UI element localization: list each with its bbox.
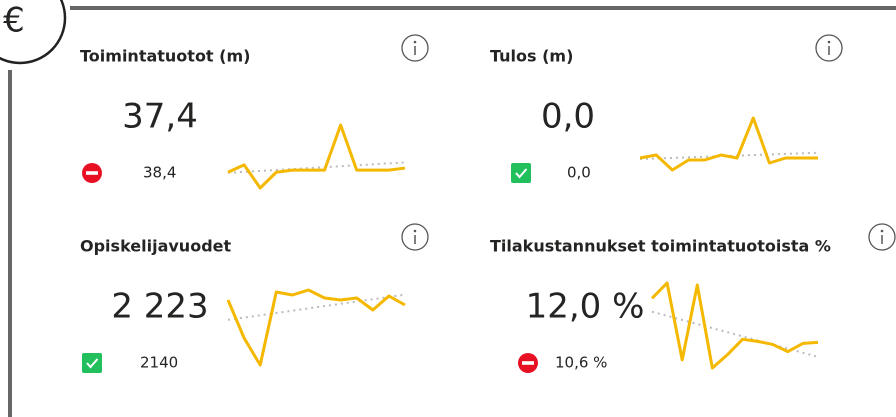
sparkline <box>650 281 819 370</box>
kpi-target: 0,0 <box>567 164 591 182</box>
card-title: Tilakustannukset toimintatuotoista % <box>490 237 831 256</box>
kpi-target: 38,4 <box>143 164 176 182</box>
status-check <box>86 358 99 369</box>
card-title: Toimintatuotot (m) <box>80 47 250 66</box>
currency-icon: € <box>3 1 25 41</box>
info-dot <box>827 40 831 44</box>
trend-line <box>227 293 406 321</box>
info-dot <box>413 229 417 233</box>
info-dot <box>413 40 417 44</box>
sparkline <box>227 123 406 190</box>
status-good <box>511 163 531 183</box>
info-icon[interactable] <box>868 223 896 251</box>
info-icon[interactable] <box>815 34 843 62</box>
status-minus <box>86 171 98 175</box>
kpi-card: Tulos (m) 0,0 0,0 <box>490 34 843 183</box>
currency-badge <box>0 0 67 65</box>
status-minus <box>522 361 534 365</box>
kpi-value: 0,0 <box>541 97 595 137</box>
info-dot <box>880 229 884 233</box>
kpi-value: 37,4 <box>122 97 198 137</box>
status-good <box>82 353 102 373</box>
kpi-value: 2 223 <box>111 287 208 327</box>
info-icon[interactable] <box>401 223 429 251</box>
kpi-card: Tilakustannukset toimintatuotoista % 12,0… <box>490 223 896 373</box>
sparkline <box>226 288 406 367</box>
card-title: Opiskelijavuodet <box>80 237 231 256</box>
card-title: Tulos (m) <box>490 47 573 66</box>
kpi-card: Toimintatuotot (m) 37,4 38,4 <box>80 34 429 190</box>
sparkline <box>639 116 818 172</box>
kpi-value: 12,0 % <box>526 287 645 327</box>
kpi-card: Opiskelijavuodet 2 223 2140 <box>80 223 429 373</box>
status-check <box>515 168 528 179</box>
kpi-target: 10,6 % <box>555 354 607 372</box>
info-icon[interactable] <box>401 34 429 62</box>
kpi-target: 2140 <box>140 354 178 372</box>
